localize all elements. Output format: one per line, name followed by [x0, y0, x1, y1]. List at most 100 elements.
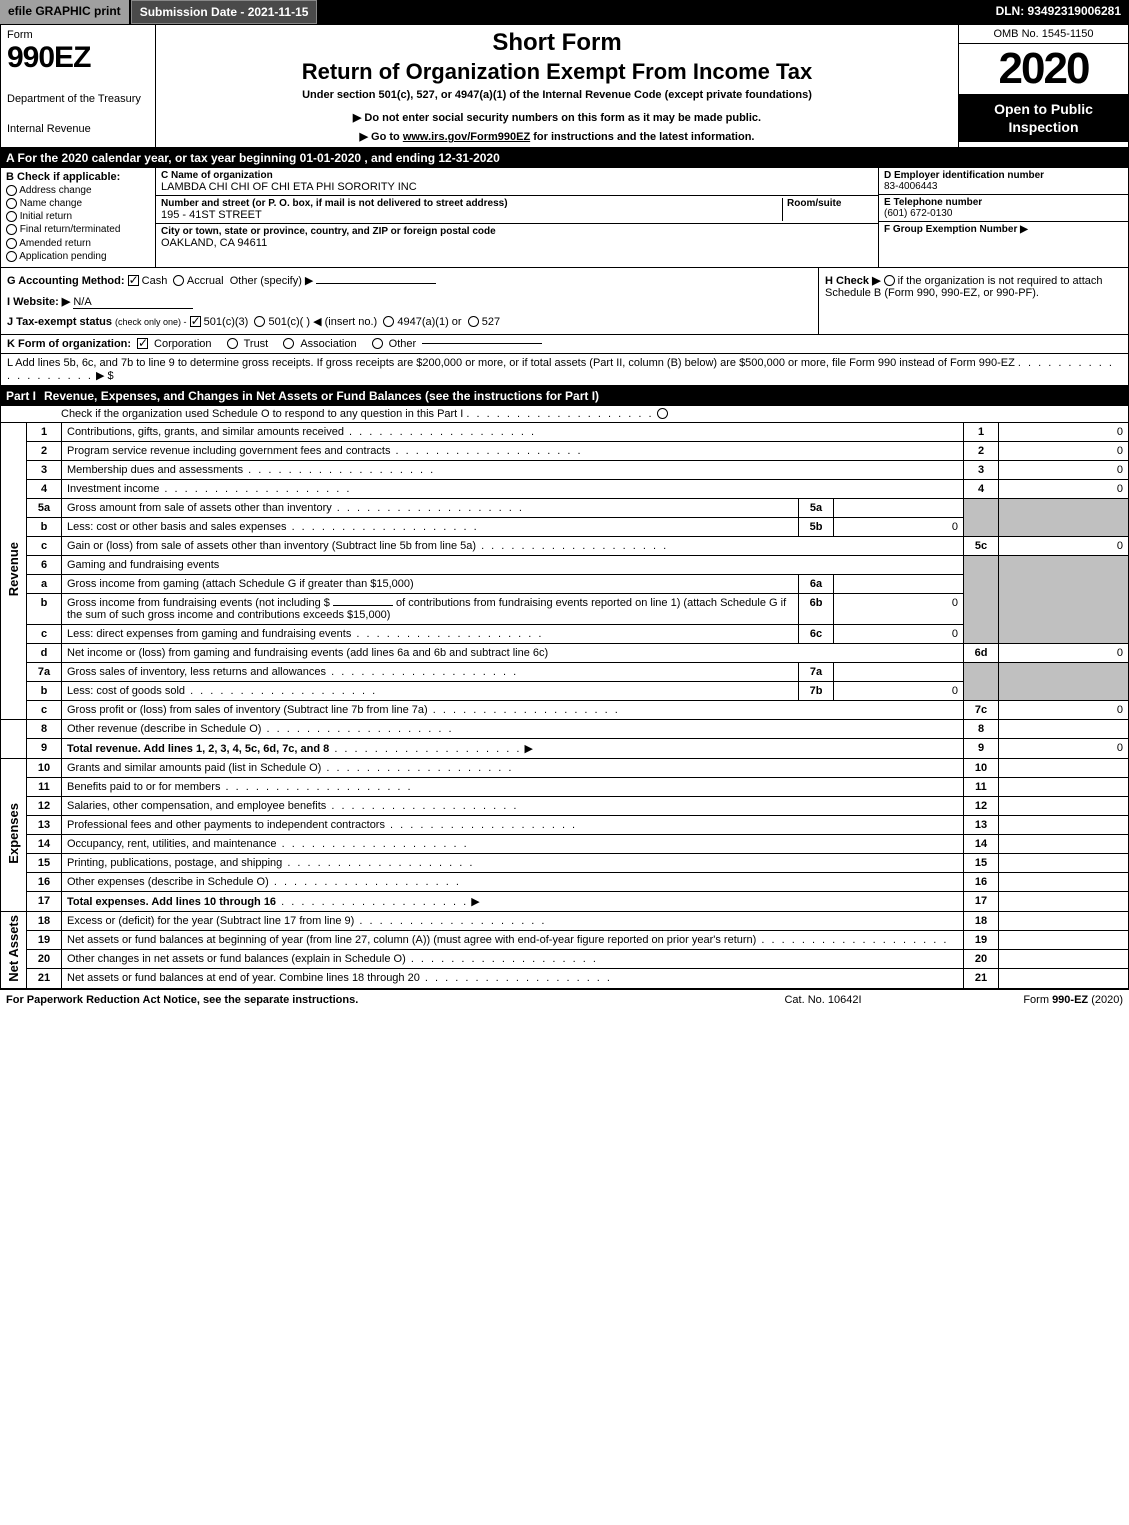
num-1: 1 [964, 423, 999, 442]
header-center: Short Form Return of Organization Exempt… [156, 25, 958, 147]
j-501c: 501(c)( ) ◀ (insert no.) [268, 316, 377, 328]
j-tax-exempt: J Tax-exempt status (check only one) - 5… [7, 315, 812, 328]
part1-label: Part I [6, 389, 44, 403]
i-website: I Website: ▶ N/A [7, 295, 812, 309]
chk-accrual[interactable] [173, 275, 184, 286]
midval-7b: 0 [834, 681, 964, 700]
val-3: 0 [999, 460, 1129, 479]
j-4947: 4947(a)(1) or [397, 316, 461, 328]
f-label: F Group Exemption Number ▶ [884, 224, 1123, 235]
header-right: OMB No. 1545-1150 2020 Open to Public In… [958, 25, 1128, 147]
mid-6c: 6c [799, 624, 834, 643]
ln-5c: c [27, 536, 62, 555]
chk-corp[interactable] [137, 338, 148, 349]
submission-date-button[interactable]: Submission Date - 2021-11-15 [131, 0, 318, 24]
val-18 [999, 911, 1129, 930]
chk-other-org[interactable] [372, 338, 383, 349]
j-501c3: 501(c)(3) [204, 316, 249, 328]
header-left: Form 990EZ Department of the Treasury In… [1, 25, 156, 147]
chk-501c[interactable] [254, 316, 265, 327]
efile-print-button[interactable]: efile GRAPHIC print [0, 0, 131, 24]
ln-7a: 7a [27, 662, 62, 681]
e-label: E Telephone number [884, 197, 1123, 208]
chk-initial-return-label: Initial return [20, 211, 72, 222]
desc-6b: Gross income from fundraising events (no… [62, 593, 799, 624]
l-gross-receipts: L Add lines 5b, 6c, and 7b to line 9 to … [0, 354, 1129, 386]
i-label: I Website: ▶ [7, 296, 70, 308]
num-15: 15 [964, 853, 999, 872]
ln-20: 20 [27, 950, 62, 969]
org-name: LAMBDA CHI CHI OF CHI ETA PHI SORORITY I… [161, 181, 873, 193]
j-527: 527 [482, 316, 500, 328]
chk-name-change[interactable]: Name change [6, 198, 150, 209]
chk-501c3[interactable] [190, 316, 201, 327]
chk-assoc[interactable] [283, 338, 294, 349]
mid-6a: 6a [799, 574, 834, 593]
l-text: L Add lines 5b, 6c, and 7b to line 9 to … [7, 357, 1015, 369]
mid-7a: 7a [799, 662, 834, 681]
desc-15: Printing, publications, postage, and shi… [62, 853, 964, 872]
shadeval-7 [999, 662, 1129, 700]
mid-5b: 5b [799, 517, 834, 536]
goto-suffix: for instructions and the latest informat… [530, 131, 754, 143]
chk-application-pending[interactable]: Application pending [6, 251, 150, 262]
f-group-row: F Group Exemption Number ▶ [879, 222, 1128, 237]
val-14 [999, 834, 1129, 853]
desc-13: Professional fees and other payments to … [62, 815, 964, 834]
desc-11: Benefits paid to or for members [62, 777, 964, 796]
part1-sub: Check if the organization used Schedule … [0, 406, 1129, 423]
k-other-input[interactable] [422, 343, 542, 344]
website-value: N/A [73, 296, 193, 309]
ln-6b: b [27, 593, 62, 624]
form-word: Form [7, 29, 149, 41]
chk-4947[interactable] [383, 316, 394, 327]
section-ghij: G Accounting Method: Cash Accrual Other … [0, 268, 1129, 335]
top-bar: efile GRAPHIC print Submission Date - 20… [0, 0, 1129, 24]
ln-13: 13 [27, 815, 62, 834]
desc-5a: Gross amount from sale of assets other t… [62, 498, 799, 517]
val-17 [999, 891, 1129, 911]
ln-5b: b [27, 517, 62, 536]
val-21 [999, 969, 1129, 988]
chk-application-pending-label: Application pending [19, 251, 106, 262]
j-label: J Tax-exempt status [7, 316, 112, 328]
c-name-label: C Name of organization [161, 170, 873, 181]
chk-address-change[interactable]: Address change [6, 185, 150, 196]
chk-final-return[interactable]: Final return/terminated [6, 224, 150, 235]
num-3: 3 [964, 460, 999, 479]
city-state-zip: OAKLAND, CA 94611 [161, 237, 873, 249]
desc-10: Grants and similar amounts paid (list in… [62, 758, 964, 777]
desc-8: Other revenue (describe in Schedule O) [62, 719, 964, 738]
desc-7c: Gross profit or (loss) from sales of inv… [62, 700, 964, 719]
g-other-input[interactable] [316, 283, 436, 284]
k-trust: Trust [244, 338, 269, 350]
shade-5 [964, 498, 999, 536]
chk-527[interactable] [468, 316, 479, 327]
room-suite-label: Room/suite [787, 198, 873, 209]
ln-2: 2 [27, 441, 62, 460]
chk-trust[interactable] [227, 338, 238, 349]
chk-schedule-o[interactable] [657, 408, 668, 419]
ein-value: 83-4006443 [884, 181, 1123, 192]
desc-21: Net assets or fund balances at end of ye… [62, 969, 964, 988]
footer-right: Form 990-EZ (2020) [923, 994, 1123, 1006]
section-c: C Name of organization LAMBDA CHI CHI OF… [156, 168, 878, 267]
midval-5b: 0 [834, 517, 964, 536]
ln-4: 4 [27, 479, 62, 498]
mid-6b: 6b [799, 593, 834, 624]
ln-17: 17 [27, 891, 62, 911]
chk-h[interactable] [884, 275, 895, 286]
c-city-label: City or town, state or province, country… [161, 226, 873, 237]
form-number: 990EZ [7, 41, 149, 75]
desc-6d: Net income or (loss) from gaming and fun… [62, 643, 964, 662]
desc-5b: Less: cost or other basis and sales expe… [62, 517, 799, 536]
k-other: Other [389, 338, 417, 350]
desc-7a: Gross sales of inventory, less returns a… [62, 662, 799, 681]
chk-initial-return[interactable]: Initial return [6, 211, 150, 222]
chk-cash[interactable] [128, 275, 139, 286]
ln-6d: d [27, 643, 62, 662]
num-8: 8 [964, 719, 999, 738]
val-1: 0 [999, 423, 1129, 442]
chk-amended-return[interactable]: Amended return [6, 238, 150, 249]
goto-link[interactable]: www.irs.gov/Form990EZ [403, 131, 530, 143]
